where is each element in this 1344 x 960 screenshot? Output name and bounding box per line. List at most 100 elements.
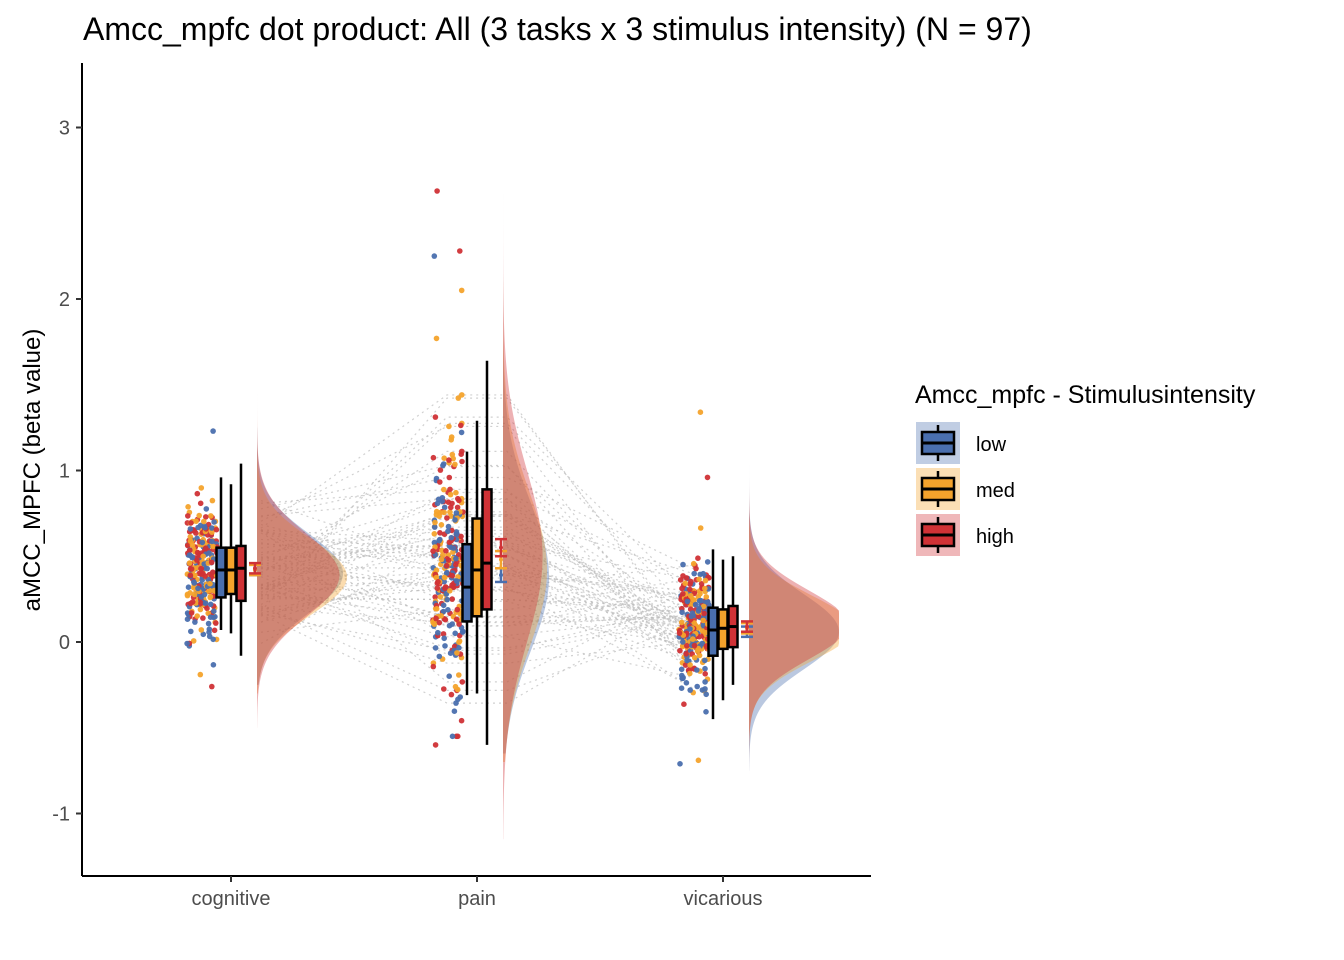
data-point-med [690,636,696,642]
data-point-high [436,619,443,626]
subject-line [260,394,694,645]
data-point-low [435,629,441,636]
data-point-low [704,599,711,605]
data-point-low [683,680,690,686]
data-point-med [687,593,694,599]
data-point-low [453,555,459,562]
data-point-high [437,530,443,536]
data-point-low [185,584,192,590]
data-point-high [457,248,463,254]
data-point-high [197,500,204,507]
data-point-low [679,609,685,616]
subject-line [260,535,694,611]
data-point-low [449,733,456,740]
data-point-high [684,643,690,649]
data-point-low [448,534,455,541]
box-med [471,517,483,618]
data-point-low [441,578,448,585]
data-point-med [210,543,216,550]
data-point-med [207,587,213,594]
density-med-pain [503,281,547,763]
data-point-low [211,519,217,525]
data-point-med [691,654,698,661]
data-point-low [207,601,214,608]
data-point-med [450,455,457,462]
data-point-high [693,565,699,572]
subject-line [260,565,694,690]
data-point-high [458,533,464,540]
data-point-med [702,629,709,636]
data-point-low [202,600,209,606]
data-point-high [187,547,193,554]
data-point-low [198,594,205,600]
data-point-high [459,679,466,685]
data-point-low [446,673,453,679]
data-point-low [195,585,201,592]
data-point-med [187,534,194,540]
data-point-med [438,613,444,619]
data-point-low [702,679,708,685]
data-point-med [700,603,707,610]
data-point-low [688,613,695,620]
data-point-low [436,537,442,544]
data-point-low [191,580,198,586]
data-point-low [188,628,194,635]
data-point-low [210,636,216,643]
data-point-med [440,552,446,558]
data-point-low [452,517,458,523]
data-point-high [194,549,201,556]
data-point-high [448,691,455,698]
data-point-high [453,616,460,623]
data-point-med [696,576,702,583]
data-point-med [687,662,693,668]
data-point-high [704,474,711,481]
data-point-high [677,647,683,654]
data-point-low [441,635,448,642]
data-point-high [198,600,204,606]
subject-line [260,416,694,599]
data-point-low [680,639,686,645]
data-point-low [696,598,703,604]
data-point-low [456,645,462,651]
data-point-low [684,657,690,664]
data-point-low [700,570,706,577]
data-point-high [687,586,693,593]
data-point-med [208,513,214,519]
data-point-low [695,608,702,614]
mean-point-high [745,624,749,629]
data-point-high [680,591,686,597]
data-point-med [431,531,438,537]
data-point-high [188,610,195,616]
data-point-high [194,490,201,497]
density-med-cognitive [257,410,347,694]
boxplots [215,360,739,745]
data-point-low [431,253,438,259]
data-point-high [454,504,461,511]
data-point-high [701,610,707,617]
data-point-high [445,499,452,506]
data-point-low [207,614,214,620]
data-point-med [432,519,438,526]
data-point-med [455,574,461,580]
data-point-med [696,652,703,659]
data-point-low [211,608,217,614]
data-point-high [198,565,204,572]
data-point-med [187,590,193,596]
data-point-med [697,525,704,531]
density-med-vicarious [749,393,839,788]
data-point-low [210,428,216,434]
data-point-med [448,437,455,443]
data-point-high [203,514,209,520]
data-point-med [456,672,462,678]
data-point-high [451,643,458,650]
data-point-med [186,560,193,566]
data-point-high [446,539,453,546]
subject-line [260,511,694,643]
density-high-vicarious [749,376,839,797]
data-point-low [200,631,207,638]
data-point-med [198,627,205,633]
data-point-med [453,489,459,496]
data-point-low [447,650,454,656]
data-point-high [444,515,450,521]
data-point-high [187,600,194,607]
